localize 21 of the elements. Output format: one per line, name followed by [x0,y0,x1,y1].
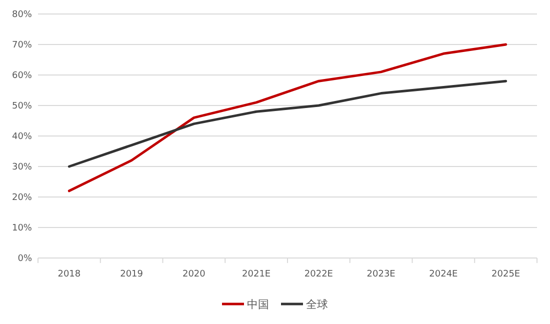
legend-label: 中国 [247,298,269,311]
y-tick-label: 0% [18,254,32,264]
y-tick-label: 50% [12,101,32,112]
y-tick-label: 80% [12,10,32,20]
x-tick-label: 2022E [304,269,334,280]
y-tick-label: 60% [12,70,32,81]
y-tick-label: 40% [12,132,32,142]
line-series [68,43,508,192]
legend-label: 全球 [306,298,328,311]
x-tick-label: 2021E [242,269,271,280]
x-tick-label: 2019 [120,269,144,280]
x-tick-label: 2023E [366,269,396,280]
line-series [68,80,508,168]
x-tick-label: 2024E [429,269,458,280]
y-tick-label: 10% [12,223,32,234]
x-tick-label: 2020 [182,269,206,280]
x-tick-label: 2018 [58,269,81,280]
y-tick-label: 30% [12,162,32,172]
x-tick-label: 2025E [492,269,520,280]
y-tick-label: 20% [12,192,32,203]
y-tick-label: 70% [12,40,32,50]
